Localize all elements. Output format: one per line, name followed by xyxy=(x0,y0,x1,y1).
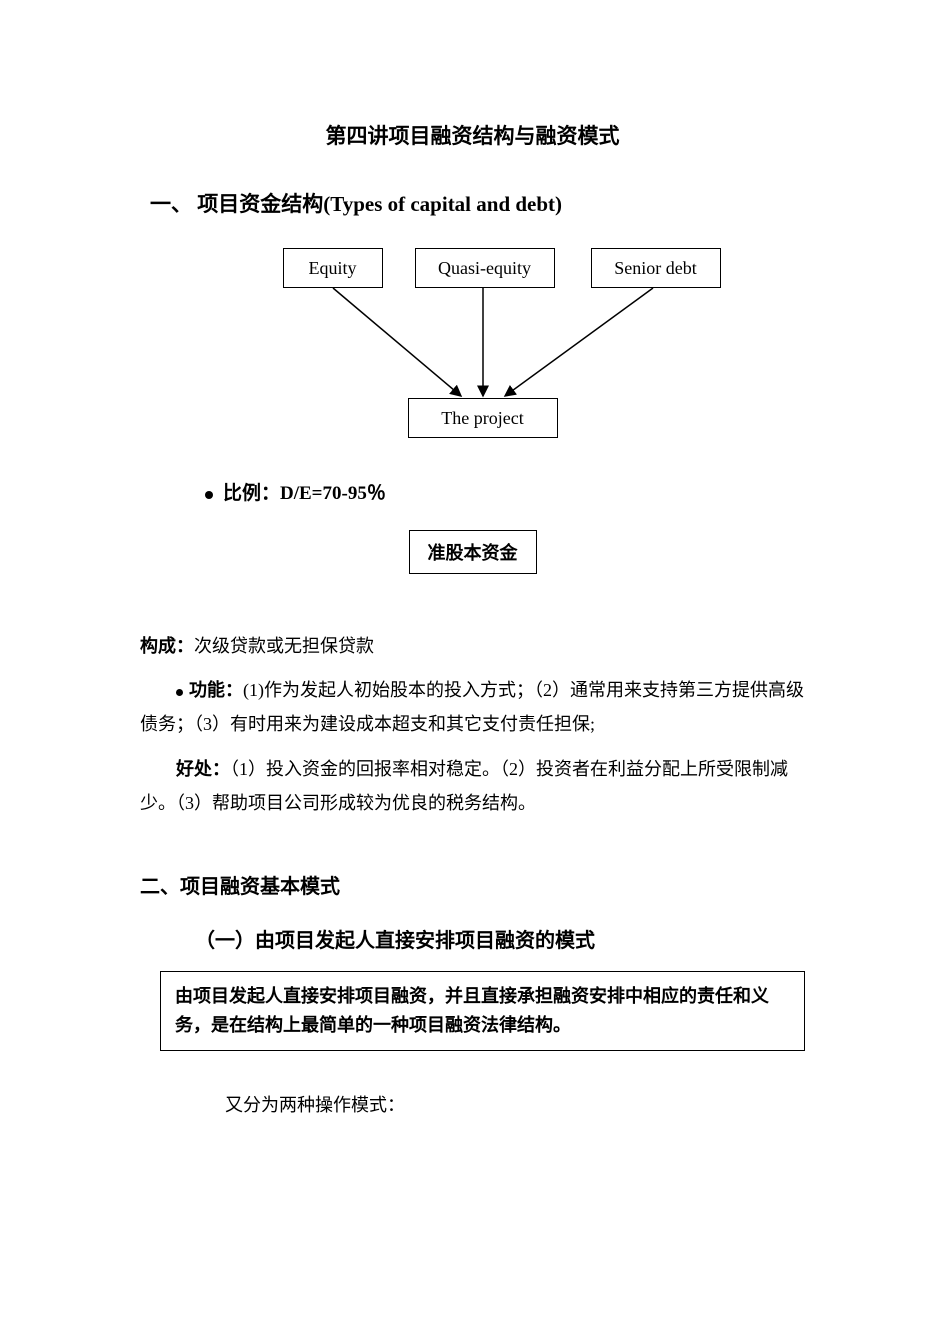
node-equity: Equity xyxy=(283,248,383,288)
definition-box: 由项目发起人直接安排项目融资，并且直接承担融资安排中相应的责任和义务，是在结构上… xyxy=(160,971,805,1051)
note-line: 又分为两种操作模式： xyxy=(225,1091,805,1117)
node-senior-debt: Senior debt xyxy=(591,248,721,288)
section1-heading: 一、 项目资金结构(Types of capital and debt) xyxy=(140,188,805,218)
page-title: 第四讲项目融资结构与融资模式 xyxy=(140,120,805,150)
node-quasi-equity: Quasi-equity xyxy=(415,248,555,288)
composition-label: 构成： xyxy=(140,636,194,656)
node-project: The project xyxy=(408,398,558,438)
ratio-text: 比例：D/E=70-95％ xyxy=(223,483,386,504)
benefit-text: （1）投入资金的回报率相对稳定。（2）投资者在利益分配上所受限制减少。（3）帮助… xyxy=(140,759,788,813)
quasi-equity-box: 准股本资金 xyxy=(409,530,537,574)
composition-para: 构成：次级贷款或无担保贷款 xyxy=(140,629,805,663)
capital-structure-diagram: Equity Quasi-equity Senior debt The proj… xyxy=(193,248,753,428)
subsection-heading: （一）由项目发起人直接安排项目融资的模式 xyxy=(195,924,805,953)
section2-heading: 二、项目融资基本模式 xyxy=(140,870,805,899)
benefit-para: 好处：（1）投入资金的回报率相对稳定。（2）投资者在利益分配上所受限制减少。（3… xyxy=(140,752,805,820)
composition-text: 次级贷款或无担保贷款 xyxy=(194,636,374,656)
benefit-label: 好处： xyxy=(176,759,230,779)
function-para: 功能：(1)作为发起人初始股本的投入方式；（2）通常用来支持第三方提供高级债务；… xyxy=(140,673,805,741)
bullet-icon xyxy=(176,689,183,696)
ratio-line: 比例：D/E=70-95％ xyxy=(205,478,805,505)
bullet-icon xyxy=(205,491,213,499)
function-label: 功能： xyxy=(189,680,243,700)
